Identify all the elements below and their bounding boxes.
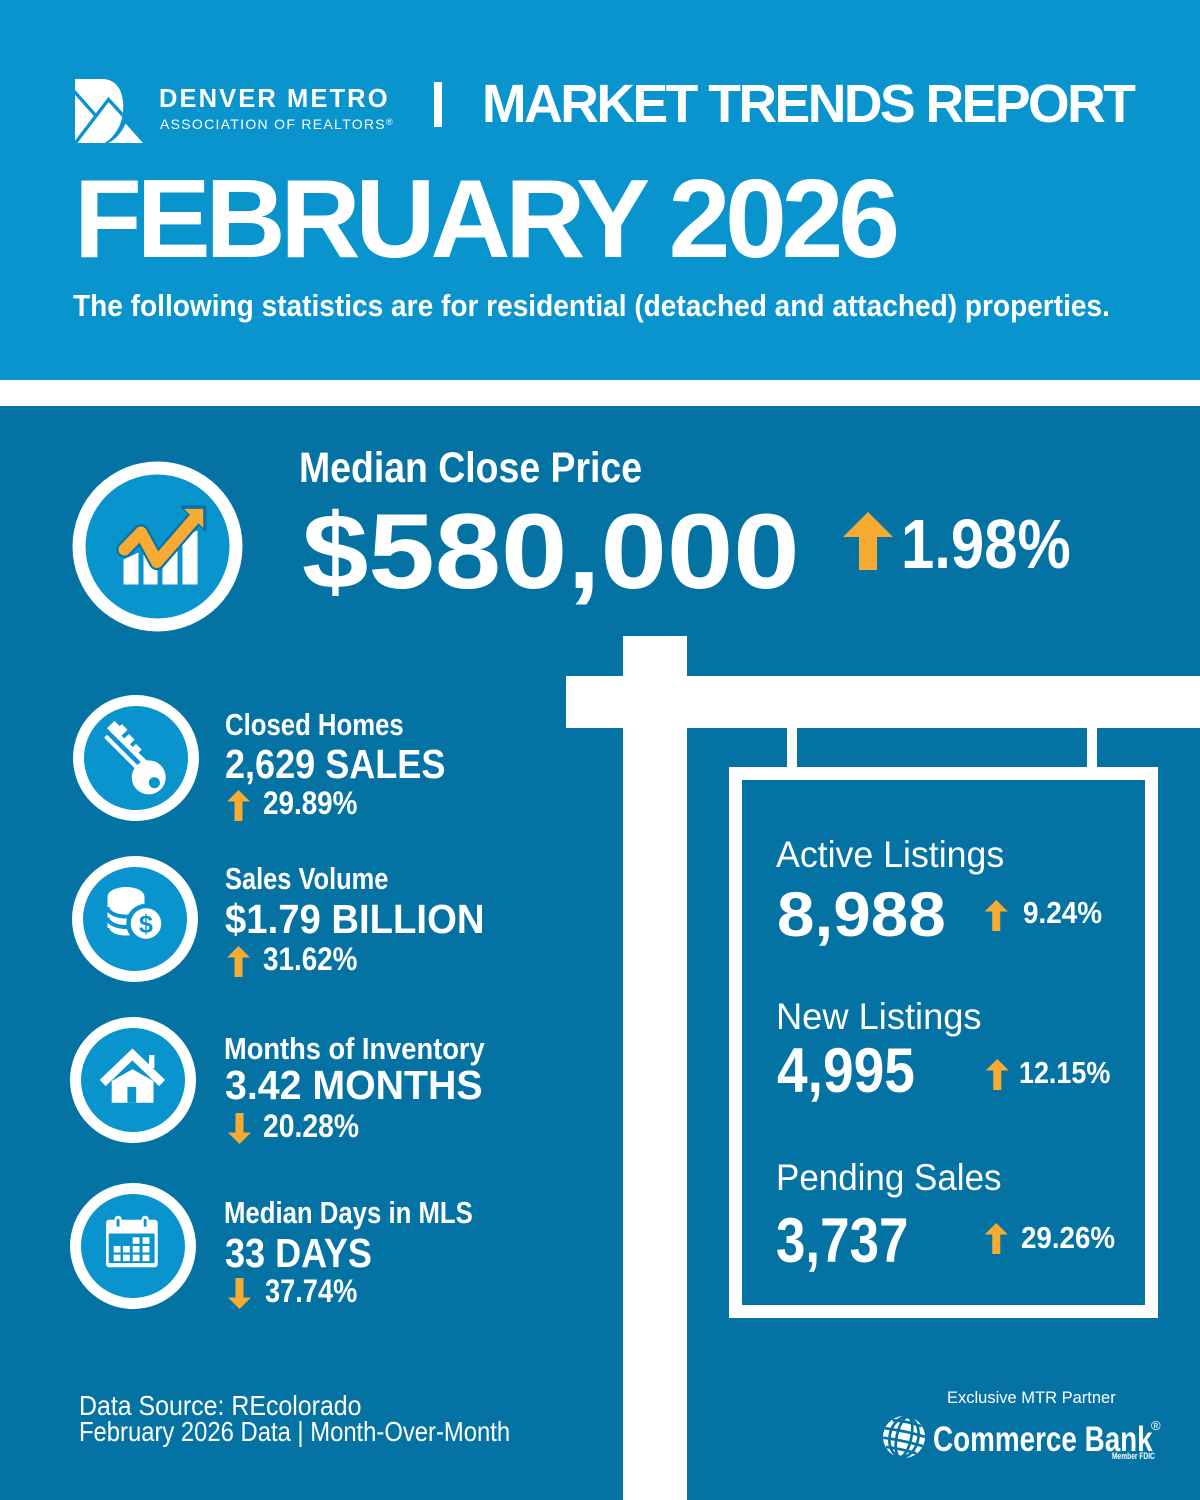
svg-text:$: $: [139, 910, 153, 938]
